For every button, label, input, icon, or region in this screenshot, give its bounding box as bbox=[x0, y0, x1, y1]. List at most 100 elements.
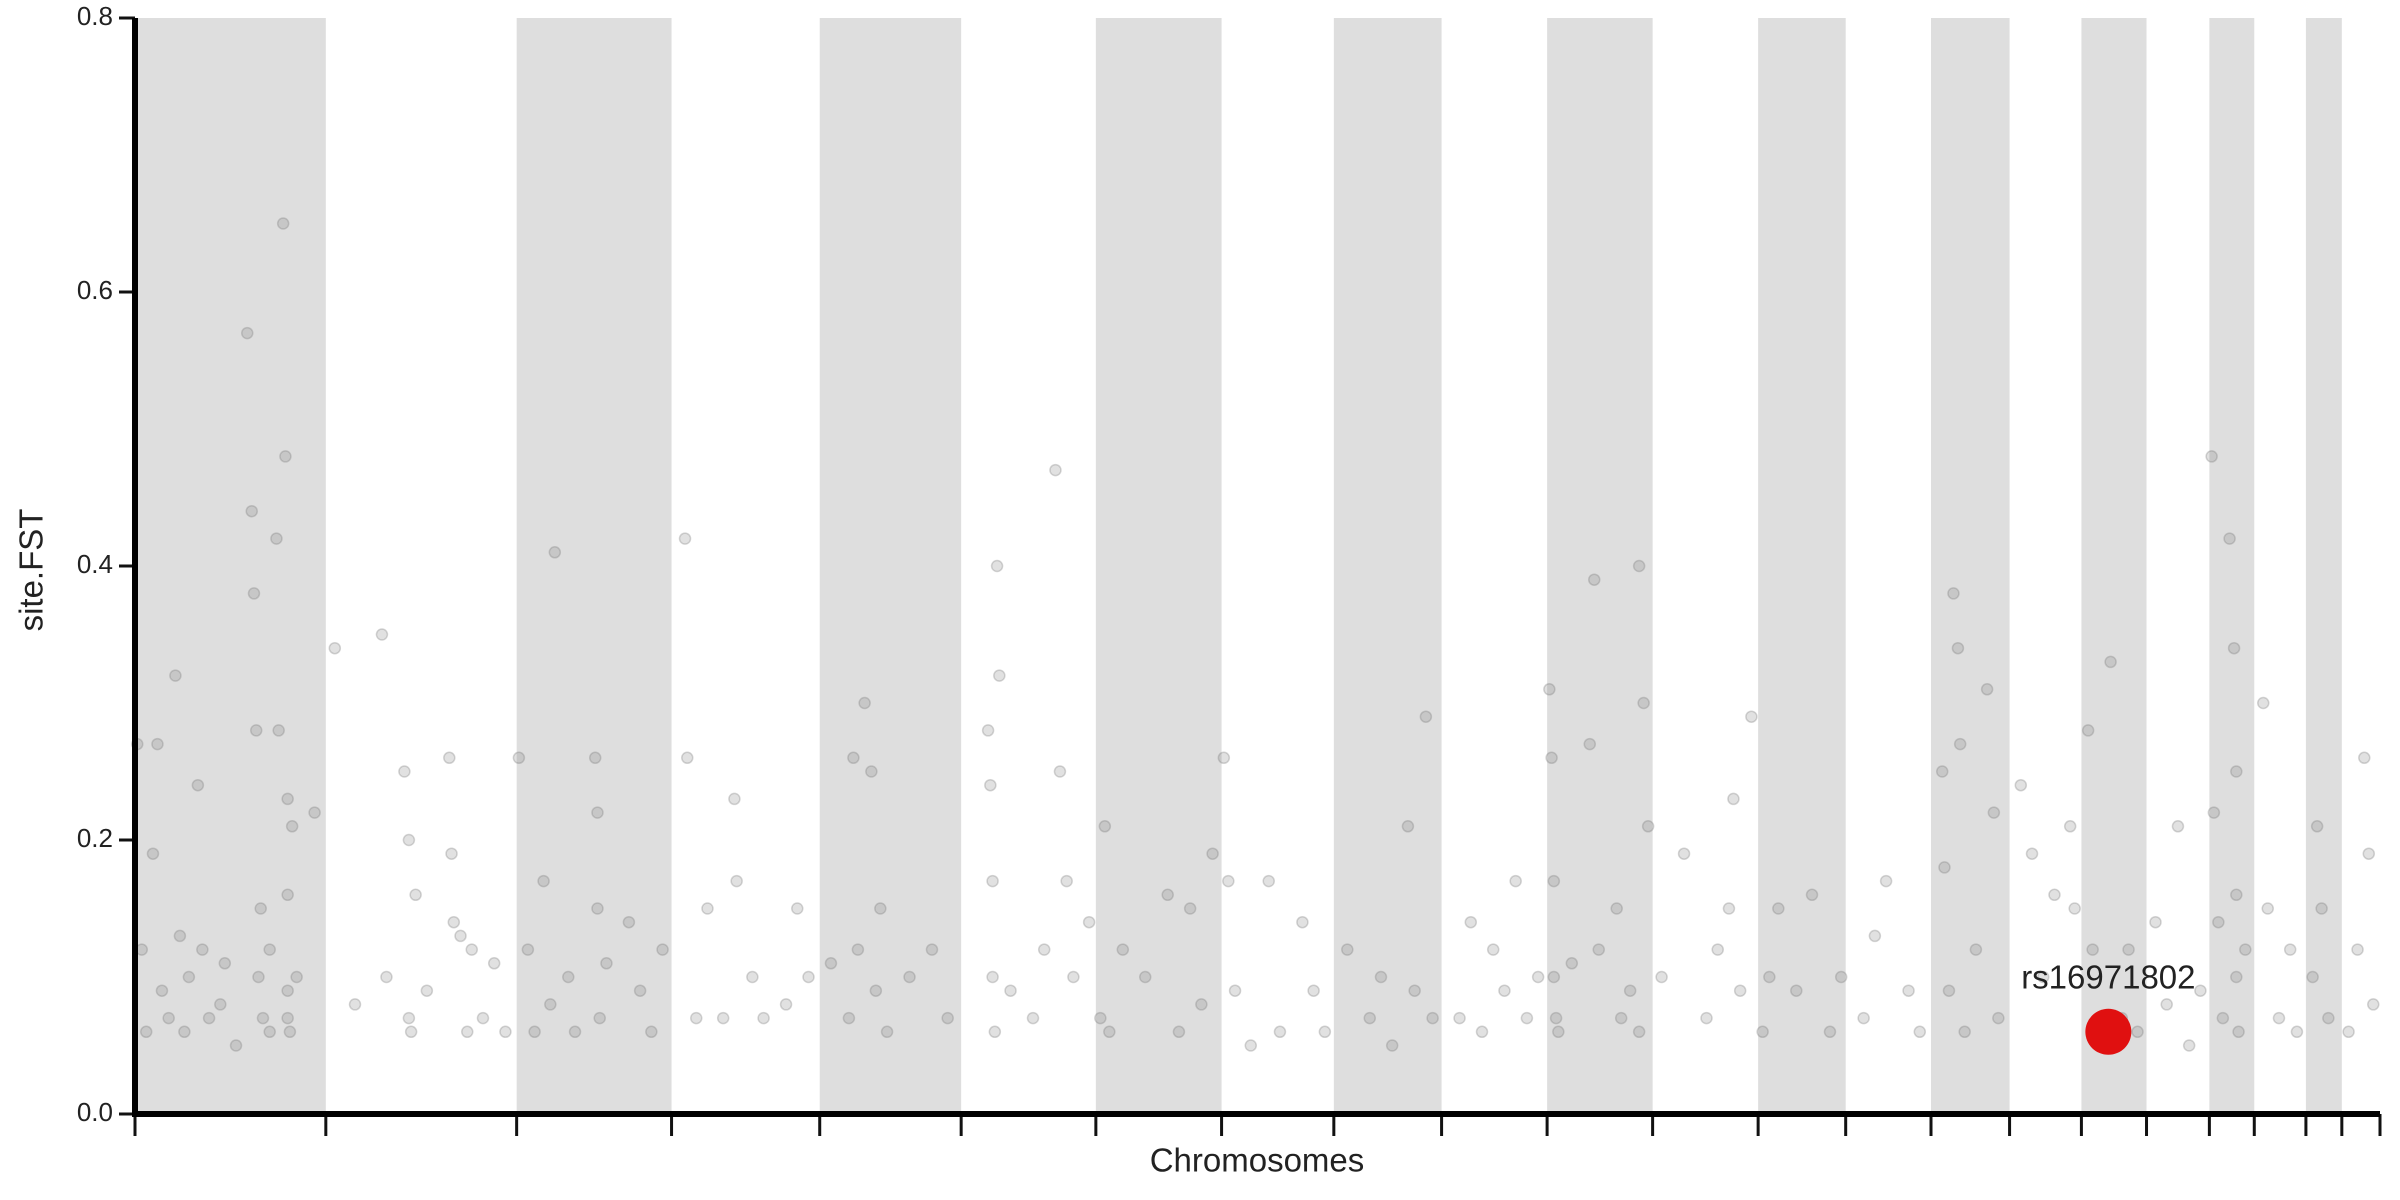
snp-point bbox=[402, 1011, 416, 1025]
snp-point bbox=[2358, 751, 2371, 765]
snp-point bbox=[988, 1025, 1002, 1039]
snp-point bbox=[1610, 902, 1623, 915]
snp-point bbox=[1060, 874, 1073, 888]
x-axis-label: Chromosomes bbox=[1150, 1142, 1365, 1179]
snp-point bbox=[1116, 943, 1130, 956]
snp-point bbox=[202, 1011, 216, 1025]
snp-point bbox=[1565, 957, 1579, 970]
snp-point bbox=[247, 587, 261, 600]
snp-point bbox=[281, 1011, 294, 1025]
highlight-point bbox=[2085, 1008, 2132, 1055]
snp-point bbox=[1401, 820, 1415, 833]
snp-point bbox=[1953, 737, 1967, 751]
snp-point bbox=[1969, 943, 1983, 956]
snp-point bbox=[701, 902, 714, 915]
snp-point bbox=[1763, 970, 1776, 984]
snp-point bbox=[487, 957, 501, 970]
snp-point bbox=[281, 984, 294, 997]
snp-point bbox=[191, 778, 205, 792]
snp-point bbox=[2149, 915, 2162, 929]
snp-point bbox=[398, 765, 411, 778]
snp-point bbox=[1756, 1025, 1769, 1039]
snp-point bbox=[402, 833, 416, 847]
snp-point bbox=[173, 929, 187, 943]
snp-point bbox=[380, 970, 393, 984]
snp-point bbox=[1103, 1025, 1116, 1039]
snp-point bbox=[1637, 696, 1650, 710]
snp-point bbox=[1641, 820, 1655, 833]
snp-point bbox=[2257, 696, 2270, 710]
snp-point bbox=[544, 998, 557, 1011]
annotation-label: rs16971802 bbox=[2021, 959, 2195, 996]
snp-point bbox=[678, 532, 692, 545]
snp-point bbox=[254, 902, 267, 915]
snp-point bbox=[548, 546, 562, 559]
snp-point bbox=[2272, 1011, 2286, 1025]
snp-point bbox=[1426, 1011, 1439, 1025]
snp-point bbox=[1262, 874, 1275, 888]
snp-point bbox=[2306, 970, 2319, 984]
snp-point bbox=[1727, 792, 1740, 806]
snp-point bbox=[1509, 874, 1522, 888]
snp-point bbox=[2194, 984, 2207, 997]
snp-point bbox=[2086, 943, 2099, 956]
snp-point bbox=[2131, 1025, 2144, 1039]
snp-point bbox=[1498, 984, 1511, 997]
snp-point bbox=[2063, 820, 2077, 833]
snp-point bbox=[146, 847, 160, 860]
snp-point bbox=[2068, 902, 2081, 915]
snp-point bbox=[869, 984, 883, 997]
snp-point bbox=[2104, 655, 2117, 669]
chromosome-band bbox=[1547, 18, 1653, 1114]
snp-point bbox=[2230, 765, 2243, 778]
snp-point bbox=[155, 984, 169, 997]
snp-point bbox=[218, 957, 232, 970]
snp-point bbox=[746, 970, 759, 984]
snp-point bbox=[1049, 463, 1062, 477]
snp-point bbox=[1745, 710, 1758, 723]
y-tick-label: 0.0 bbox=[77, 1097, 113, 1127]
snp-point bbox=[874, 902, 887, 915]
snp-point bbox=[454, 929, 467, 943]
snp-point bbox=[1711, 943, 1724, 956]
chromosome-band bbox=[1333, 18, 1442, 1114]
snp-point bbox=[1614, 1011, 1628, 1025]
snp-point bbox=[2212, 915, 2225, 929]
snp-point bbox=[1588, 573, 1601, 586]
snp-point bbox=[984, 778, 997, 792]
snp-point bbox=[858, 696, 871, 710]
snp-point bbox=[730, 874, 743, 888]
snp-point bbox=[2351, 943, 2364, 956]
snp-point bbox=[600, 957, 613, 970]
snp-point bbox=[1547, 970, 1561, 984]
snp-point bbox=[521, 943, 535, 956]
snp-point bbox=[2310, 820, 2324, 833]
snp-point bbox=[420, 984, 434, 997]
snp-point bbox=[252, 970, 265, 984]
snp-point bbox=[2223, 532, 2236, 545]
snp-point bbox=[283, 1025, 297, 1039]
snp-point bbox=[1273, 1025, 1287, 1039]
snp-point bbox=[1053, 765, 1067, 778]
snp-point bbox=[308, 806, 321, 819]
snp-point bbox=[1094, 1011, 1107, 1025]
snp-point bbox=[990, 559, 1004, 573]
snp-point bbox=[1857, 1011, 1870, 1025]
snp-point bbox=[2216, 1011, 2230, 1025]
snp-point bbox=[1951, 641, 1965, 655]
snp-point bbox=[1552, 1025, 1565, 1039]
snp-point bbox=[588, 751, 602, 765]
snp-point bbox=[1549, 1011, 1563, 1025]
snp-point bbox=[1834, 970, 1848, 984]
snp-point bbox=[903, 970, 916, 984]
snp-point bbox=[2014, 778, 2028, 792]
snp-point bbox=[1486, 943, 1500, 956]
snp-point bbox=[1082, 915, 1096, 929]
snp-point bbox=[1026, 1011, 1040, 1025]
snp-point bbox=[2081, 724, 2095, 737]
snp-point bbox=[716, 1011, 730, 1025]
snp-point bbox=[2290, 1025, 2304, 1039]
chromosome-band bbox=[2305, 18, 2342, 1114]
snp-point bbox=[375, 628, 389, 641]
snp-point bbox=[941, 1011, 954, 1025]
